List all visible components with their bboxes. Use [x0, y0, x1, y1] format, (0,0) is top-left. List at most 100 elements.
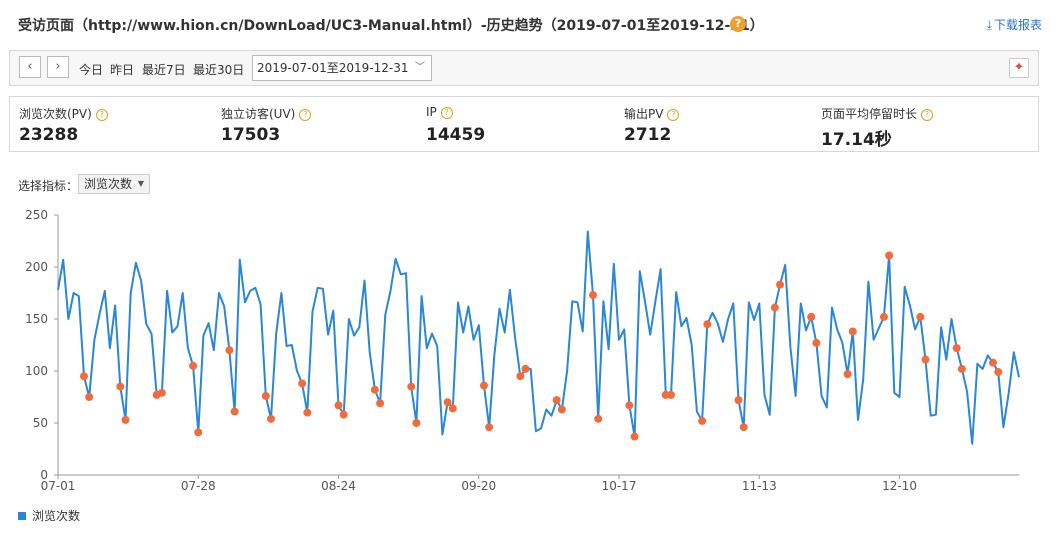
data-point	[479, 381, 488, 390]
x-tick-label: 07-01	[41, 479, 76, 493]
series-line	[57, 230, 1020, 445]
data-point	[698, 416, 707, 425]
data-point	[848, 327, 857, 336]
x-tick-label: 08-24	[321, 479, 356, 493]
legend-swatch	[18, 512, 26, 520]
data-point	[443, 398, 452, 407]
data-point	[85, 393, 94, 401]
help-icon[interactable]: ?	[730, 16, 746, 32]
data-point	[625, 401, 634, 410]
y-tick-label: 250	[25, 208, 48, 222]
stat-label: IP	[426, 105, 437, 119]
data-point	[376, 399, 385, 408]
data-point	[412, 419, 421, 427]
y-tick-label: 100	[25, 364, 48, 378]
date-range-select[interactable]: 2019-07-01至2019-12-31 ﹀	[252, 55, 432, 81]
stat-label: 页面平均停留时长	[821, 107, 918, 121]
help-icon[interactable]: ?	[95, 109, 108, 121]
chevron-down-icon: ﹀	[415, 62, 425, 73]
data-point	[843, 370, 852, 379]
date-range-value: 2019-07-01至2019-12-31	[257, 61, 409, 75]
metric-value: 浏览次数	[84, 177, 133, 191]
range-today[interactable]: 今日	[79, 63, 104, 77]
data-point	[770, 303, 779, 312]
data-point	[879, 312, 888, 321]
help-icon[interactable]: ?	[921, 109, 934, 121]
y-tick-label: 0	[40, 468, 48, 482]
page-title: 受访页面（http://www.hion.cn/DownLoad/UC3-Man…	[18, 18, 764, 34]
data-point	[989, 358, 998, 367]
range-last-30-days[interactable]: 最近30日	[193, 63, 245, 77]
data-point	[116, 382, 125, 391]
x-tick-label: 12-10	[882, 479, 917, 493]
data-point	[79, 372, 88, 381]
help-icon[interactable]: ?	[667, 109, 680, 121]
data-point	[230, 407, 239, 416]
chevron-down-icon: ▼	[137, 179, 144, 188]
data-point	[776, 280, 785, 289]
data-point	[121, 415, 130, 424]
x-tick-label: 11-13	[742, 479, 777, 493]
data-point	[630, 432, 639, 441]
data-point	[734, 396, 743, 405]
stat-label: 独立访客(UV)	[221, 107, 296, 121]
data-point	[334, 401, 343, 410]
data-point	[589, 291, 598, 300]
stat-value: 23288	[19, 125, 79, 145]
data-point	[339, 410, 348, 419]
data-point	[225, 346, 234, 355]
data-point	[916, 312, 925, 321]
x-tick-label: 07-28	[181, 479, 216, 493]
data-point	[739, 423, 748, 432]
chart-legend[interactable]: 浏览次数	[18, 507, 80, 524]
stat-label: 浏览次数(PV)	[19, 107, 92, 121]
data-point	[521, 364, 530, 373]
metric-select[interactable]: 浏览次数 ▼	[78, 174, 150, 194]
x-tick-label: 09-20	[461, 479, 496, 493]
data-point	[952, 344, 961, 353]
range-yesterday[interactable]: 昨日	[110, 63, 135, 77]
metric-label: 选择指标：	[18, 179, 79, 193]
y-tick-label: 200	[25, 260, 48, 274]
y-tick-label: 150	[25, 312, 48, 326]
data-point	[957, 364, 966, 373]
data-point	[303, 408, 312, 417]
help-icon[interactable]: ?	[299, 109, 312, 121]
data-point	[994, 368, 1003, 377]
data-point	[407, 382, 416, 391]
data-point	[261, 391, 270, 400]
summary-stats: 浏览次数(PV)? 23288 独立访客(UV)? 17503 IP? 1445…	[9, 96, 1039, 152]
download-report-link[interactable]: ⤓ 下载报表	[987, 16, 1042, 33]
data-point	[594, 414, 603, 423]
data-point	[516, 372, 525, 381]
next-period-button[interactable]: ›	[47, 56, 69, 78]
download-label: 下载报表	[993, 18, 1042, 32]
date-toolbar: ‹ › 今日 昨日 最近7日 最近30日 2019-07-01至2019-12-…	[9, 50, 1039, 86]
data-point	[189, 361, 198, 370]
prev-period-button[interactable]: ‹	[19, 56, 41, 78]
data-point	[557, 405, 566, 414]
stat-label: 输出PV	[624, 107, 664, 121]
data-point	[885, 251, 894, 260]
data-point	[298, 379, 307, 388]
pin-icon[interactable]: ✦	[1009, 58, 1029, 78]
data-point	[157, 388, 166, 397]
range-last-7-days[interactable]: 最近7日	[142, 63, 186, 77]
data-point	[194, 428, 203, 437]
stat-value: 14459	[426, 125, 486, 145]
data-point	[666, 390, 675, 399]
help-icon[interactable]: ?	[440, 107, 453, 119]
data-point	[703, 320, 712, 329]
data-point	[812, 338, 821, 347]
stat-value: 2712	[624, 125, 672, 145]
data-point	[807, 312, 816, 321]
stat-value: 17.14秒	[821, 130, 892, 150]
trend-chart: 0 50 100 150 200 250 07-01 07-28 08-24 09-20 10-17…	[25, 208, 1020, 493]
x-tick-label: 10-17	[602, 479, 637, 493]
y-tick-label: 50	[33, 416, 48, 430]
page-header: 受访页面（http://www.hion.cn/DownLoad/UC3-Man…	[18, 12, 1042, 36]
data-point	[552, 396, 561, 405]
data-point	[485, 423, 494, 432]
data-point	[448, 404, 457, 413]
data-point	[370, 385, 379, 394]
